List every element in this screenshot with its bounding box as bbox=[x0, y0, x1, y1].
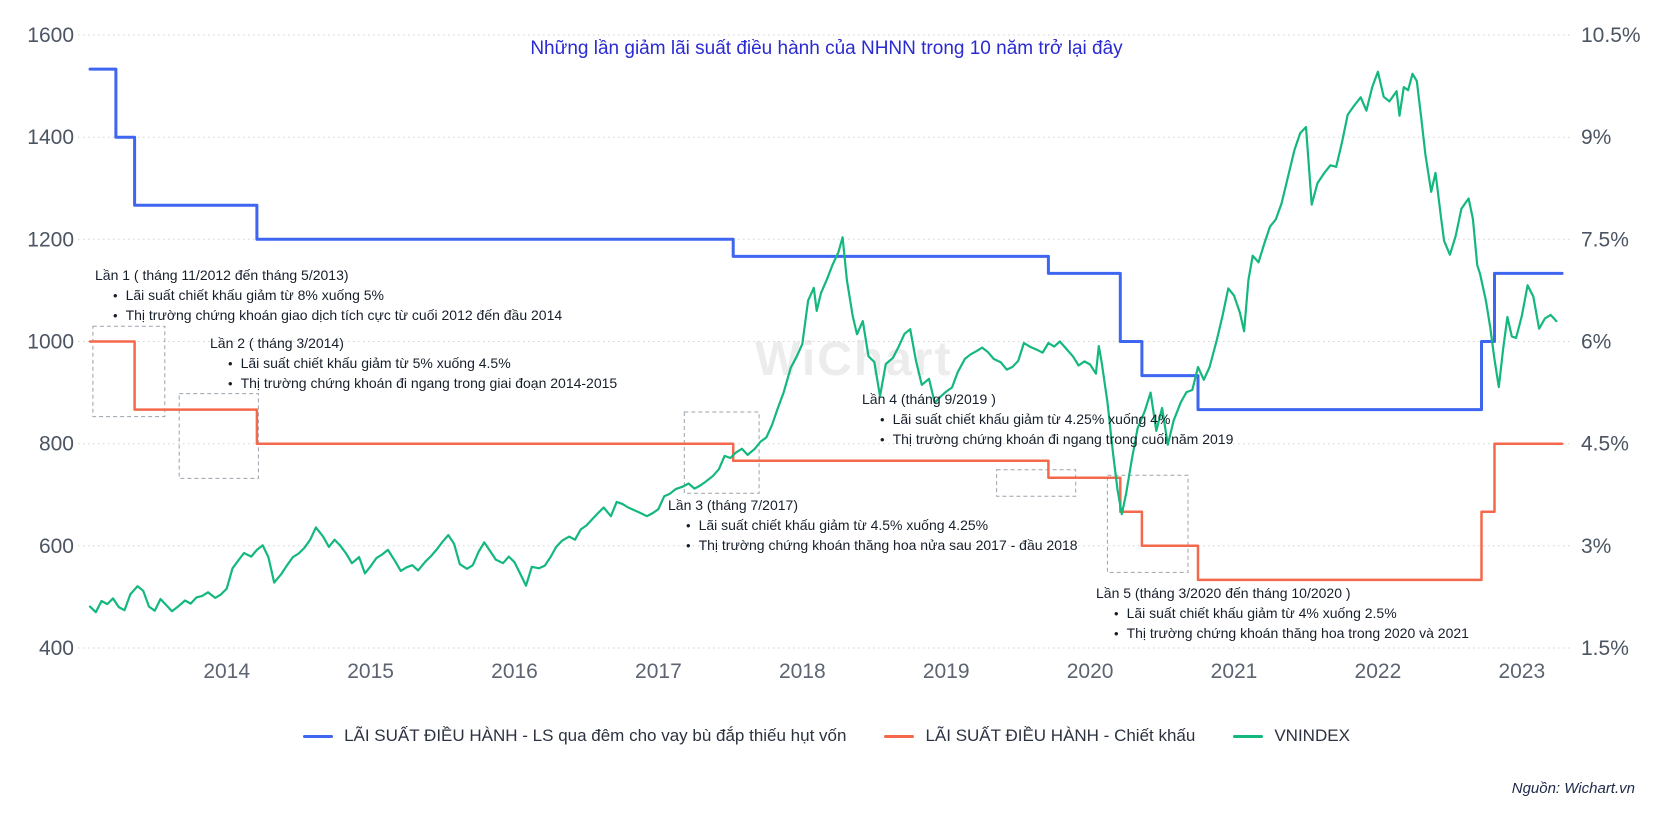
annotation-bullet: • Lãi suất chiết khấu giảm từ 5% xuống 4.… bbox=[210, 354, 617, 373]
x-axis-tick-label: 2022 bbox=[1355, 660, 1402, 683]
left-axis-tick-label: 1200 bbox=[27, 228, 74, 251]
legend-line-icon bbox=[303, 734, 334, 738]
annotation-bullet-text: Lãi suất chiết khấu giảm từ 4.5% xuống 4… bbox=[698, 517, 989, 534]
annotation-bullet: • Thị trường chứng khoán đi ngang trong g… bbox=[210, 374, 617, 393]
highlight-box bbox=[1106, 474, 1189, 573]
right-axis-tick-label: 7.5% bbox=[1581, 228, 1629, 251]
right-axis-tick-label: 10.5% bbox=[1581, 24, 1641, 47]
legend-item-vnindex[interactable]: VNINDEX bbox=[1233, 726, 1350, 746]
right-axis-tick-label: 3% bbox=[1581, 535, 1611, 558]
bullet-icon: • bbox=[113, 307, 118, 323]
right-axis-tick-label: 6% bbox=[1581, 331, 1611, 354]
bullet-icon: • bbox=[686, 537, 691, 553]
left-axis-tick-label: 1400 bbox=[27, 126, 74, 149]
left-axis-tick-label: 400 bbox=[39, 637, 74, 660]
annotation-cut-4: Lần 4 (tháng 9/2019 ) • Lãi suất chiết kh… bbox=[862, 390, 1233, 449]
annotation-bullet: • Thị trường chứng khoán giao dịch tích c… bbox=[95, 306, 562, 325]
x-axis-tick-label: 2021 bbox=[1211, 660, 1258, 683]
legend-item-overnight-rate[interactable]: LÃI SUẤT ĐIỀU HÀNH - LS qua đêm cho vay … bbox=[303, 726, 846, 746]
legend-line-icon bbox=[884, 734, 915, 738]
annotation-bullet-text: Thị trường chứng khoán đi ngang trong gi… bbox=[240, 374, 618, 391]
right-axis-tick-label: 9% bbox=[1581, 126, 1611, 149]
annotation-bullet: • Thị trường chứng khoán thăng hoa nửa sa… bbox=[668, 536, 1078, 555]
annotation-bullet-text: Lãi suất chiết khấu giảm từ 5% xuống 4.5… bbox=[240, 355, 511, 372]
legend-label: LÃI SUẤT ĐIỀU HÀNH - LS qua đêm cho vay … bbox=[344, 726, 847, 745]
x-axis-tick-label: 2018 bbox=[779, 660, 826, 683]
bullet-icon: • bbox=[880, 412, 885, 428]
highlight-box bbox=[92, 325, 166, 418]
bullet-icon: • bbox=[686, 518, 691, 534]
bullet-icon: • bbox=[228, 375, 233, 391]
annotation-cut-1: Lần 1 ( tháng 11/2012 đến tháng 5/2013) … bbox=[95, 266, 562, 325]
annotation-bullet-text: Lãi suất chiết khấu giảm từ 4.25% xuống … bbox=[892, 411, 1171, 428]
left-axis-tick-label: 1000 bbox=[27, 331, 74, 354]
annotation-bullet-text: Thị trường chứng khoán đi ngang trong cu… bbox=[892, 430, 1234, 447]
annotation-title: Lần 5 (tháng 3/2020 đến tháng 10/2020 ) bbox=[1096, 585, 1351, 601]
source-credit: Nguồn: Wichart.vn bbox=[1511, 780, 1635, 797]
annotation-bullet: • Lãi suất chiết khấu giảm từ 4.25% xuống… bbox=[862, 410, 1233, 429]
bullet-icon: • bbox=[113, 288, 118, 304]
chart-title: Những lần giảm lãi suất điều hành của NH… bbox=[530, 38, 1123, 59]
annotation-bullet-text: Thị trường chứng khoán giao dịch tích cự… bbox=[125, 306, 563, 323]
legend-label: VNINDEX bbox=[1274, 726, 1350, 745]
x-axis-tick-label: 2019 bbox=[923, 660, 970, 683]
annotation-bullet: • Lãi suất chiết khấu giảm từ 8% xuống 5% bbox=[95, 286, 562, 305]
series-line-discount-rate bbox=[88, 340, 1564, 582]
legend-label: LÃI SUẤT ĐIỀU HÀNH - Chiết khấu bbox=[925, 726, 1196, 745]
x-axis-tick-label: 2014 bbox=[203, 660, 250, 683]
annotation-title: Lần 4 (tháng 9/2019 ) bbox=[862, 391, 996, 407]
left-axis-tick-label: 1600 bbox=[27, 24, 74, 47]
annotation-bullet-text: Lãi suất chiết khấu giảm từ 8% xuống 5% bbox=[125, 287, 384, 304]
x-axis-tick-label: 2016 bbox=[491, 660, 538, 683]
bullet-icon: • bbox=[880, 431, 885, 447]
annotation-bullet-text: Lãi suất chiết khấu giảm từ 4% xuống 2.5… bbox=[1126, 605, 1397, 622]
highlight-box bbox=[996, 469, 1077, 497]
annotation-title: Lần 1 ( tháng 11/2012 đến tháng 5/2013) bbox=[95, 267, 349, 283]
annotation-bullet: • Lãi suất chiết khấu giảm từ 4% xuống 2.… bbox=[1096, 604, 1469, 623]
annotation-title: Lần 3 (tháng 7/2017) bbox=[668, 497, 798, 513]
legend: LÃI SUẤT ĐIỀU HÀNH - LS qua đêm cho vay … bbox=[0, 726, 1653, 746]
annotation-title: Lần 2 ( tháng 3/2014) bbox=[210, 335, 344, 351]
left-axis-tick-label: 600 bbox=[39, 535, 74, 558]
highlight-box bbox=[178, 393, 259, 479]
annotation-bullet: • Lãi suất chiết khấu giảm từ 4.5% xuống … bbox=[668, 516, 1078, 535]
x-axis-tick-label: 2015 bbox=[347, 660, 394, 683]
annotation-bullet: • Thị trường chứng khoán thăng hoa trong … bbox=[1096, 624, 1469, 643]
legend-item-discount-rate[interactable]: LÃI SUẤT ĐIỀU HÀNH - Chiết khấu bbox=[884, 726, 1195, 746]
annotation-cut-2: Lần 2 ( tháng 3/2014) • Lãi suất chiết kh… bbox=[210, 334, 617, 393]
annotation-bullet-text: Thị trường chứng khoán thăng hoa trong 2… bbox=[1126, 624, 1469, 641]
series-line-vnindex bbox=[88, 70, 1558, 614]
x-axis-tick-label: 2017 bbox=[635, 660, 682, 683]
bullet-icon: • bbox=[1114, 606, 1119, 622]
right-axis-tick-label: 1.5% bbox=[1581, 637, 1629, 660]
annotation-bullet: • Thị trường chứng khoán đi ngang trong c… bbox=[862, 430, 1233, 449]
x-axis-tick-label: 2020 bbox=[1067, 660, 1114, 683]
series-line-overnight-rate bbox=[88, 67, 1564, 412]
annotation-cut-3: Lần 3 (tháng 7/2017) • Lãi suất chiết khấ… bbox=[668, 496, 1078, 555]
bullet-icon: • bbox=[228, 356, 233, 372]
left-axis-tick-label: 800 bbox=[39, 433, 74, 456]
x-axis-tick-label: 2023 bbox=[1498, 660, 1545, 683]
annotation-cut-5: Lần 5 (tháng 3/2020 đến tháng 10/2020 ) … bbox=[1096, 584, 1469, 643]
legend-line-icon bbox=[1233, 734, 1264, 738]
highlight-box bbox=[683, 411, 760, 494]
right-axis-tick-label: 4.5% bbox=[1581, 433, 1629, 456]
bullet-icon: • bbox=[1114, 625, 1119, 641]
annotation-bullet-text: Thị trường chứng khoán thăng hoa nửa sau… bbox=[698, 536, 1078, 553]
